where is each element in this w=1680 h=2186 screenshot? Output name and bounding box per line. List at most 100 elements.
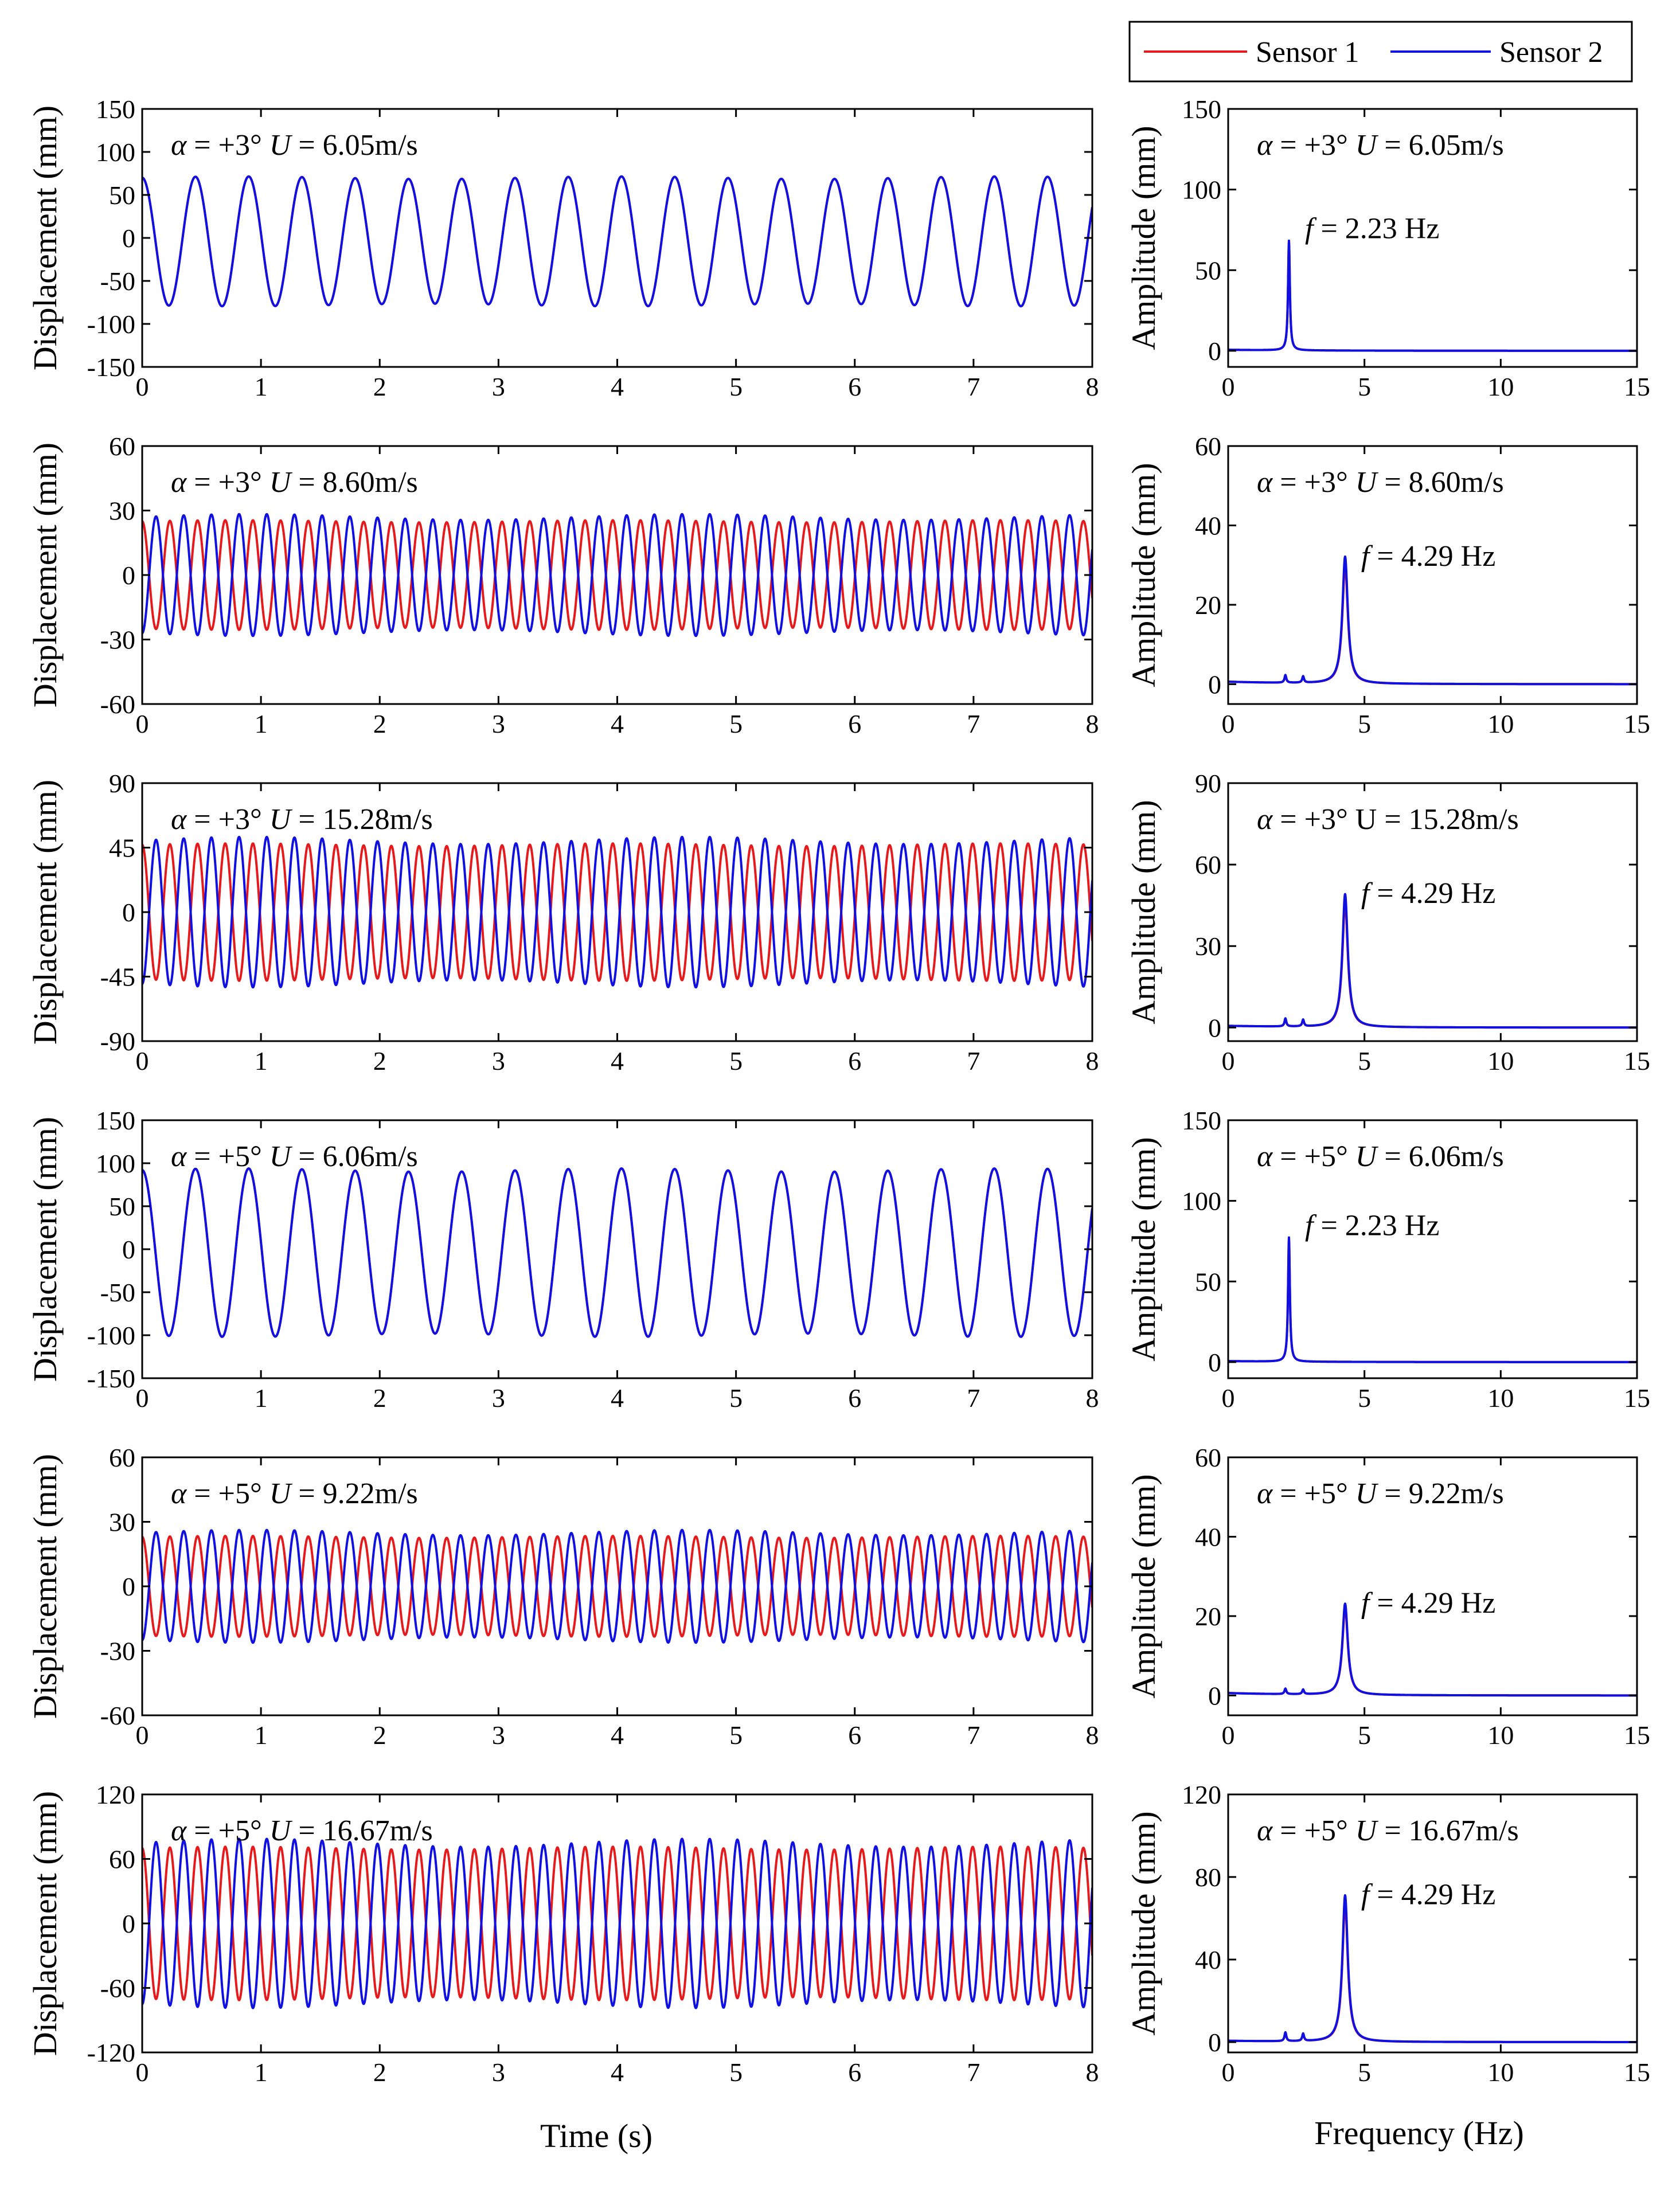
- speed-symbol: U: [1355, 1140, 1379, 1173]
- y-tick-label: 60: [1195, 850, 1221, 879]
- x-tick-label: 1: [255, 709, 268, 738]
- f-value: = 2.23 Hz: [1313, 213, 1439, 245]
- peak-frequency-label: f = 4.29 Hz: [1361, 1878, 1495, 1911]
- y-tick-label: 120: [96, 1780, 135, 1809]
- y-tick-label: 0: [1208, 1013, 1221, 1042]
- x-tick-label: 4: [611, 1383, 624, 1413]
- x-tick-label: 10: [1487, 1720, 1514, 1750]
- speed-value: = 6.05m/s: [291, 129, 417, 162]
- x-tick-label: 10: [1487, 1383, 1514, 1413]
- y-tick-label: 0: [122, 898, 135, 927]
- x-tick-label: 4: [611, 1046, 624, 1076]
- y-tick-label: 0: [122, 1572, 135, 1601]
- x-tick-label: 5: [1358, 2058, 1371, 2087]
- sensor2-line: [1228, 1894, 1637, 2043]
- sensor2-line: [142, 1837, 1092, 2009]
- speed-value: = 8.60m/s: [1377, 466, 1503, 499]
- x-tick-label: 5: [1358, 1046, 1371, 1076]
- x-tick-label: 3: [492, 1046, 505, 1076]
- f-value: = 4.29 Hz: [1369, 1878, 1495, 1911]
- y-tick-label: 20: [1195, 591, 1221, 620]
- x-tick-label: 4: [611, 372, 624, 401]
- peak-frequency-label: f = 4.29 Hz: [1361, 540, 1495, 573]
- y-tick-label: -90: [100, 1027, 135, 1056]
- x-tick-label: 5: [1358, 1383, 1371, 1413]
- alpha-value: = +3°: [1272, 466, 1355, 499]
- y-tick-label: -100: [87, 310, 135, 339]
- x-tick-label: 6: [848, 1046, 861, 1076]
- peak-frequency-label: f = 4.29 Hz: [1361, 877, 1495, 910]
- speed-symbol: U: [1355, 803, 1377, 836]
- sensor2-line: [1228, 893, 1637, 1029]
- y-tick-label: 50: [1195, 256, 1221, 285]
- x-tick-label: 10: [1487, 709, 1514, 738]
- alpha-symbol: α: [171, 466, 187, 499]
- y-axis-label: Amplitude (mm): [1125, 800, 1162, 1024]
- x-tick-label: 0: [136, 2058, 149, 2087]
- time-x-axis-label: Time (s): [540, 2117, 653, 2154]
- x-tick-label: 8: [1086, 1046, 1099, 1076]
- f-value: = 2.23 Hz: [1313, 1209, 1439, 1242]
- alpha-value: = +5°: [186, 1140, 269, 1173]
- x-tick-label: 5: [1358, 709, 1371, 738]
- alpha-value: = +3°: [186, 466, 269, 499]
- y-tick-label: 40: [1195, 511, 1221, 540]
- spectrum-plot-3: 0 5 10 15 0 30 60 90 Amplitude (mm) α = +3° U = 1…: [1125, 769, 1650, 1076]
- series-group: [1228, 555, 1637, 686]
- x-tick-label: 3: [492, 372, 505, 401]
- y-tick-label: 0: [122, 224, 135, 253]
- series-group: [1228, 893, 1637, 1029]
- y-axis-label: Displacement (mm): [26, 443, 64, 707]
- y-tick-label: 40: [1195, 1522, 1221, 1551]
- sensor2-line: [1228, 1236, 1637, 1363]
- y-tick-label: 0: [1208, 670, 1221, 699]
- x-tick-label: 10: [1487, 1046, 1514, 1076]
- peak-frequency-label: f = 4.29 Hz: [1361, 1587, 1495, 1620]
- f-value: = 4.29 Hz: [1369, 1587, 1495, 1620]
- x-tick-label: 7: [967, 709, 980, 738]
- speed-value: = 6.06m/s: [1377, 1140, 1503, 1173]
- x-tick-label: 3: [492, 2058, 505, 2087]
- y-tick-label: 50: [109, 181, 135, 210]
- spectrum-plot-6: 0 5 10 15 0 40 80 120 Amplitude (mm) α = +5° U = …: [1125, 1780, 1650, 2087]
- x-tick-label: 1: [255, 1720, 268, 1750]
- legend: Sensor 1 Sensor 2: [1128, 21, 1633, 83]
- x-tick-label: 1: [255, 1046, 268, 1076]
- speed-symbol: U: [269, 1140, 293, 1173]
- speed-symbol: U: [269, 129, 293, 162]
- y-tick-label: -50: [100, 267, 135, 296]
- x-tick-label: 5: [729, 1383, 743, 1413]
- x-tick-label: 0: [136, 1046, 149, 1076]
- speed-symbol: U: [1355, 466, 1379, 499]
- speed-value: = 6.05m/s: [1377, 129, 1503, 162]
- plot-frame: [1227, 1456, 1638, 1716]
- y-tick-label: 120: [1182, 1780, 1221, 1809]
- alpha-value: = +5°: [1272, 1477, 1355, 1510]
- condition-annotation: α = +3° U = 6.05m/s: [171, 129, 418, 162]
- series-group: [142, 1167, 1092, 1338]
- condition-annotation: α = +3° U = 6.05m/s: [1257, 129, 1504, 162]
- alpha-value: = +5°: [1272, 1815, 1355, 1847]
- x-tick-label: 15: [1624, 2058, 1650, 2087]
- speed-value: = 9.22m/s: [291, 1477, 417, 1510]
- x-tick-label: 0: [136, 1720, 149, 1750]
- y-axis-label: Displacement (mm): [26, 1454, 64, 1719]
- x-tick-label: 3: [492, 1720, 505, 1750]
- plot-frame: [1227, 1119, 1638, 1379]
- alpha-symbol: α: [1257, 1815, 1273, 1847]
- y-tick-label: -100: [87, 1321, 135, 1350]
- x-tick-label: 8: [1086, 1383, 1099, 1413]
- x-tick-label: 0: [136, 1383, 149, 1413]
- speed-symbol: U: [1355, 129, 1379, 162]
- x-tick-label: 7: [967, 1046, 980, 1076]
- x-tick-label: 6: [848, 709, 861, 738]
- x-tick-label: 0: [1222, 1046, 1235, 1076]
- speed-value: = 15.28m/s: [1377, 803, 1518, 836]
- x-tick-label: 6: [848, 1383, 861, 1413]
- sensor2-line: [142, 513, 1092, 638]
- y-axis-label: Amplitude (mm): [1125, 463, 1162, 687]
- x-tick-label: 0: [1222, 1720, 1235, 1750]
- x-tick-label: 4: [611, 709, 624, 738]
